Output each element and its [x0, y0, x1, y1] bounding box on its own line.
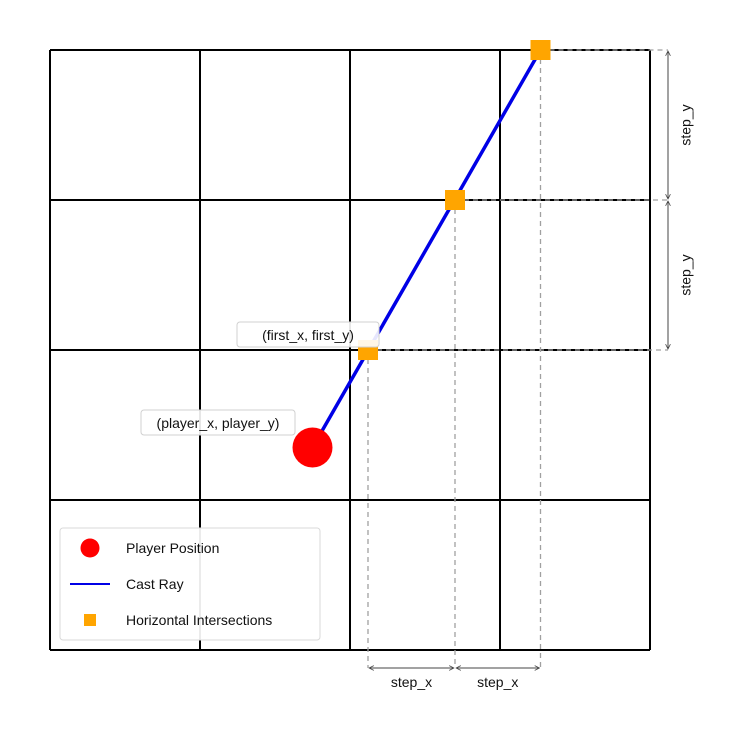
legend-ray-label: Cast Ray [126, 576, 184, 592]
player-annotation: (player_x, player_y) [140, 409, 296, 436]
guide-lines [367, 49, 668, 668]
step-y-label-2: step_y [678, 104, 694, 145]
intersection-marker [530, 40, 551, 60]
player-label-box [140, 409, 296, 436]
legend-intersection-swatch [84, 614, 96, 626]
player-label: (player_x, player_y) [157, 415, 280, 431]
cast-ray [310, 48, 543, 450]
first-intersection-annotation: (first_x, first_y) [236, 321, 380, 348]
legend-intersection-label: Horizontal Intersections [126, 612, 272, 628]
step-y-label-1: step_y [678, 254, 694, 295]
step-y-dimensions: step_y step_y [668, 51, 694, 349]
legend-player-swatch [80, 538, 100, 558]
legend: Player Position Cast Ray Horizontal Inte… [59, 527, 321, 641]
intersection-marker [445, 190, 465, 210]
legend-player-label: Player Position [126, 540, 219, 556]
first-intersection-label-box [236, 321, 380, 348]
step-x-dimensions: step_x step_x [369, 668, 540, 690]
first-intersection-label: (first_x, first_y) [262, 327, 354, 343]
step-x-label-2: step_x [477, 674, 518, 690]
player-position-marker [292, 427, 333, 468]
legend-box [59, 527, 321, 641]
step-x-label-1: step_x [391, 674, 432, 690]
